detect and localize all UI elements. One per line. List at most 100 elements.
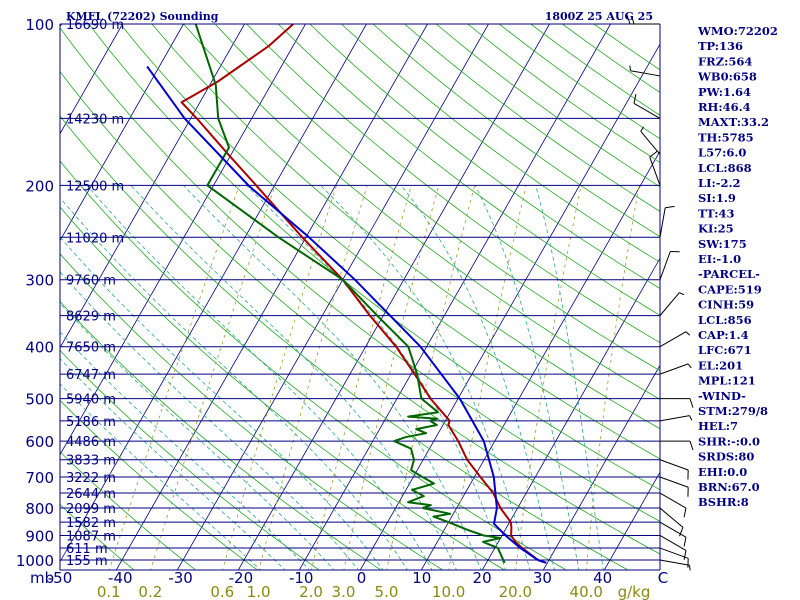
- wind-barb-staff: [659, 547, 689, 559]
- height-label: 1087 m: [66, 529, 116, 544]
- height-label: 14230 m: [66, 112, 124, 127]
- index-entry: SRDS:80: [698, 450, 754, 464]
- wind-barb-staff: [659, 292, 680, 316]
- sounding-traces: [146, 24, 547, 564]
- pressure-tick-label: 400: [25, 339, 54, 357]
- dry-adiabat-line: [60, 70, 660, 555]
- temperature-tick-label: 20: [473, 569, 492, 587]
- index-entry: -PARCEL-: [698, 267, 760, 281]
- mixing-ratio-line: [386, 185, 475, 570]
- index-entry: EL:201: [698, 358, 743, 372]
- height-labels: 16690 m 14230 m 12500 m 11020 m 9760 m 8629 m…: [66, 18, 124, 569]
- height-label: 2099 m: [66, 502, 116, 517]
- wind-barb-flag: [626, 14, 631, 25]
- isotherm-line: [60, 24, 184, 242]
- index-entry: SW:175: [698, 237, 747, 251]
- height-label: 4486 m: [66, 435, 116, 450]
- wind-barb: [649, 150, 661, 186]
- wind-barb: [659, 521, 687, 547]
- height-label: 16690 m: [66, 18, 124, 33]
- dry-adiabat-line: [60, 399, 259, 570]
- temperature-tick-label: -40: [108, 569, 133, 587]
- dry-adiabat-line: [214, 24, 660, 372]
- wind-barb-staff: [633, 102, 661, 119]
- index-entry: TH:5785: [698, 130, 754, 144]
- height-label: 3833 m: [66, 454, 116, 469]
- index-entry: CAP:1.4: [698, 328, 749, 342]
- wind-barb-half-flag: [689, 565, 691, 571]
- index-entry: CAPE:519: [698, 282, 762, 296]
- wind-barb: [659, 415, 693, 422]
- isotherm-line: [603, 471, 660, 570]
- index-entry: WB0:658: [697, 70, 757, 84]
- mixing-ratio-tick-label: 1.0: [247, 583, 271, 600]
- height-label: 8629 m: [66, 310, 116, 325]
- isotherm-line: [420, 150, 660, 570]
- isotherm-line: [176, 24, 489, 570]
- isotherm-line: [542, 364, 660, 570]
- wind-barb: [660, 440, 694, 451]
- index-entry: EI:-1.0: [698, 252, 741, 266]
- wind-barb-staff: [659, 535, 687, 551]
- moist-adiabat-line: [320, 185, 531, 570]
- mixing-ratio-tick-label: 0.2: [138, 583, 162, 600]
- wind-barb: [660, 398, 694, 408]
- dry-adiabat-line: [60, 451, 197, 570]
- wind-barb-staff: [659, 521, 687, 538]
- mixing-ratio-line: [150, 185, 276, 570]
- index-entry: STM:279/8: [698, 404, 768, 418]
- wind-barb-staff: [659, 492, 687, 509]
- index-entry: MAXT:33.2: [698, 115, 769, 129]
- wind-barb-staff: [659, 459, 689, 471]
- index-entry: -WIND-: [698, 389, 746, 403]
- mixing-ratio-tick-label: 3.0: [332, 583, 356, 600]
- sounding-time: 1800Z 25 AUG 25: [545, 10, 653, 23]
- mixing-ratio-axis-labels: 0.1 0.2 0.6 1.0 2.0 3.0 5.0 10.0 20.0 40.0 g/kg: [97, 583, 651, 600]
- parcel-trace: [146, 65, 547, 564]
- wind-barb-staff: [640, 130, 661, 155]
- mixing-ratio-tick-label: 2.0: [299, 583, 323, 600]
- moist-adiabat-line: [60, 302, 335, 570]
- isotherm-line: [60, 24, 123, 135]
- wind-barb-staff: [659, 476, 689, 488]
- wind-barb-flag: [683, 537, 687, 547]
- dry-adiabat-line: [183, 24, 660, 400]
- wind-barb-flag: [683, 507, 687, 518]
- wind-barb: [659, 559, 691, 571]
- moist-adiabat-line: [60, 197, 408, 570]
- temperature-tick-label: 30: [533, 569, 552, 587]
- isotherm-line: [237, 24, 550, 570]
- dry-adiabat-line: [60, 349, 320, 570]
- dry-adiabat-line: [309, 24, 660, 290]
- mixing-ratio-tick-label: 10.0: [432, 583, 465, 600]
- mixing-ratio-line: [343, 185, 440, 570]
- isotherm-line: [115, 24, 428, 570]
- index-entry: TP:136: [698, 39, 743, 53]
- temperature-tick-label: 40: [593, 569, 612, 587]
- moist-adiabat-line: [535, 185, 604, 570]
- pressure-tick-label: 1000: [16, 552, 54, 570]
- index-entry: MPL:121: [698, 374, 756, 388]
- wind-barb-half-flag: [632, 18, 635, 25]
- isobar-lines: [60, 23, 660, 561]
- index-entry: RH:46.4: [698, 100, 751, 114]
- wind-barb-half-flag: [679, 292, 685, 296]
- height-label: 611 m: [66, 542, 108, 557]
- wind-barb-flag: [683, 550, 687, 560]
- wind-barb-flag: [665, 205, 675, 209]
- wind-barb-staff: [630, 70, 661, 77]
- wind-barb-flag: [633, 93, 637, 104]
- moist-adiabat-line: [60, 271, 359, 570]
- wind-barb-staff: [649, 156, 661, 186]
- mixing-ratio-line: [108, 185, 240, 570]
- height-label: 3222 m: [66, 471, 116, 486]
- height-label: 6747 m: [66, 368, 116, 383]
- index-entry: CINH:59: [698, 298, 754, 312]
- wind-barb: [659, 292, 685, 316]
- height-label: 5186 m: [66, 415, 116, 430]
- temperature-tick-label: -50: [48, 569, 73, 587]
- dry-adiabat-line: [341, 24, 660, 263]
